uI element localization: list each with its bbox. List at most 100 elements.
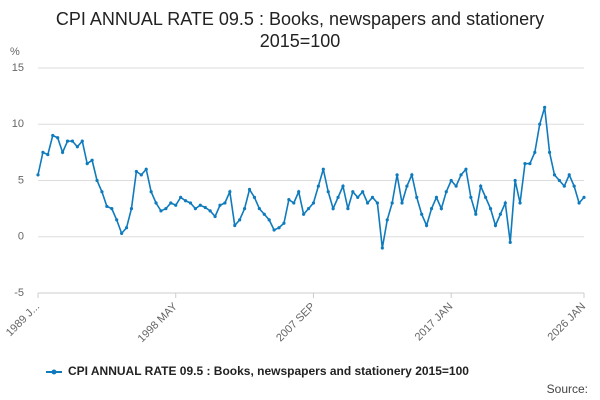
data-point — [503, 201, 507, 205]
x-tick-label: 2026 JAN — [546, 301, 589, 344]
data-point — [538, 122, 542, 126]
data-point — [233, 223, 237, 228]
data-point — [306, 207, 311, 211]
data-point — [493, 223, 498, 228]
data-point — [223, 201, 227, 205]
data-point — [203, 205, 207, 210]
data-point — [159, 209, 163, 213]
data-point — [198, 203, 202, 207]
data-point — [434, 195, 439, 199]
data-point — [75, 145, 79, 149]
data-point — [213, 214, 217, 219]
x-tick-label: 2007 SEP — [274, 301, 318, 345]
data-point — [420, 212, 424, 216]
data-point — [262, 212, 266, 216]
data-point — [577, 201, 581, 205]
data-point — [51, 133, 55, 138]
data-point — [474, 212, 478, 216]
data-point — [498, 212, 502, 216]
data-point — [149, 190, 153, 194]
data-point — [361, 190, 365, 194]
legend-label: CPI ANNUAL RATE 09.5 : Books, newspapers… — [68, 364, 469, 378]
x-tick-label: 1998 MAY — [136, 300, 181, 345]
data-point — [508, 240, 512, 244]
data-point — [188, 201, 193, 205]
data-point — [341, 184, 345, 188]
data-point — [321, 167, 325, 171]
data-point — [316, 184, 320, 188]
data-point — [208, 209, 212, 213]
data-point — [46, 153, 50, 157]
data-point — [174, 203, 178, 207]
data-point — [444, 190, 448, 194]
data-point — [395, 173, 399, 177]
x-tick-label: 2017 JAN — [413, 301, 456, 344]
data-point — [370, 195, 375, 199]
data-point — [36, 173, 40, 177]
data-point — [400, 201, 404, 205]
data-point — [90, 158, 94, 162]
data-point — [567, 173, 571, 177]
data-point — [257, 207, 261, 211]
data-point — [439, 207, 443, 211]
data-point — [424, 223, 429, 228]
data-point — [179, 195, 183, 199]
data-point — [484, 195, 488, 199]
x-tick-label: 1989 J... — [4, 301, 42, 339]
data-point — [218, 203, 222, 207]
data-point — [454, 184, 458, 188]
y-tick-label: 0 — [18, 231, 24, 243]
data-point — [105, 204, 109, 208]
data-point — [356, 195, 360, 199]
data-point — [252, 195, 257, 199]
data-point — [302, 212, 306, 216]
data-point — [311, 201, 316, 205]
data-point — [129, 207, 134, 211]
data-point — [479, 184, 483, 188]
data-point — [331, 207, 335, 211]
data-point — [120, 231, 124, 235]
data-point — [326, 190, 330, 194]
source: Source: — [547, 382, 588, 396]
data-point — [287, 198, 291, 202]
data-point — [464, 167, 468, 171]
data-point — [459, 173, 463, 177]
data-point — [110, 207, 114, 211]
data-point — [346, 207, 350, 211]
data-point — [65, 139, 70, 143]
data-point — [380, 246, 384, 250]
data-point — [70, 139, 75, 143]
data-point — [533, 150, 537, 154]
data-point — [488, 207, 493, 211]
data-point — [144, 167, 148, 171]
data-point — [292, 201, 296, 205]
data-point — [134, 169, 138, 174]
data-point — [80, 139, 84, 143]
data-point — [375, 201, 380, 205]
data-point — [518, 201, 522, 205]
y-tick-label: 10 — [12, 118, 24, 130]
data-point — [543, 105, 547, 109]
data-point — [164, 207, 168, 211]
data-point — [429, 207, 434, 211]
data-point — [193, 207, 198, 211]
data-point — [513, 178, 517, 183]
data-point — [115, 218, 119, 222]
data-point — [124, 226, 129, 230]
y-tick-label: 15 — [12, 62, 24, 74]
data-point — [405, 184, 409, 188]
data-point — [100, 190, 104, 194]
data-point — [139, 173, 143, 177]
data-point — [242, 207, 247, 211]
y-tick-label: 5 — [18, 174, 24, 186]
chart-title: CPI ANNUAL RATE 09.5 : Books, newspapers… — [55, 9, 545, 51]
data-point — [390, 201, 394, 205]
legend-marker — [51, 369, 57, 375]
data-point — [267, 218, 271, 222]
data-point — [228, 190, 232, 194]
data-point — [297, 190, 301, 194]
data-point — [154, 201, 158, 205]
data-point — [351, 190, 355, 194]
data-point — [562, 184, 566, 188]
